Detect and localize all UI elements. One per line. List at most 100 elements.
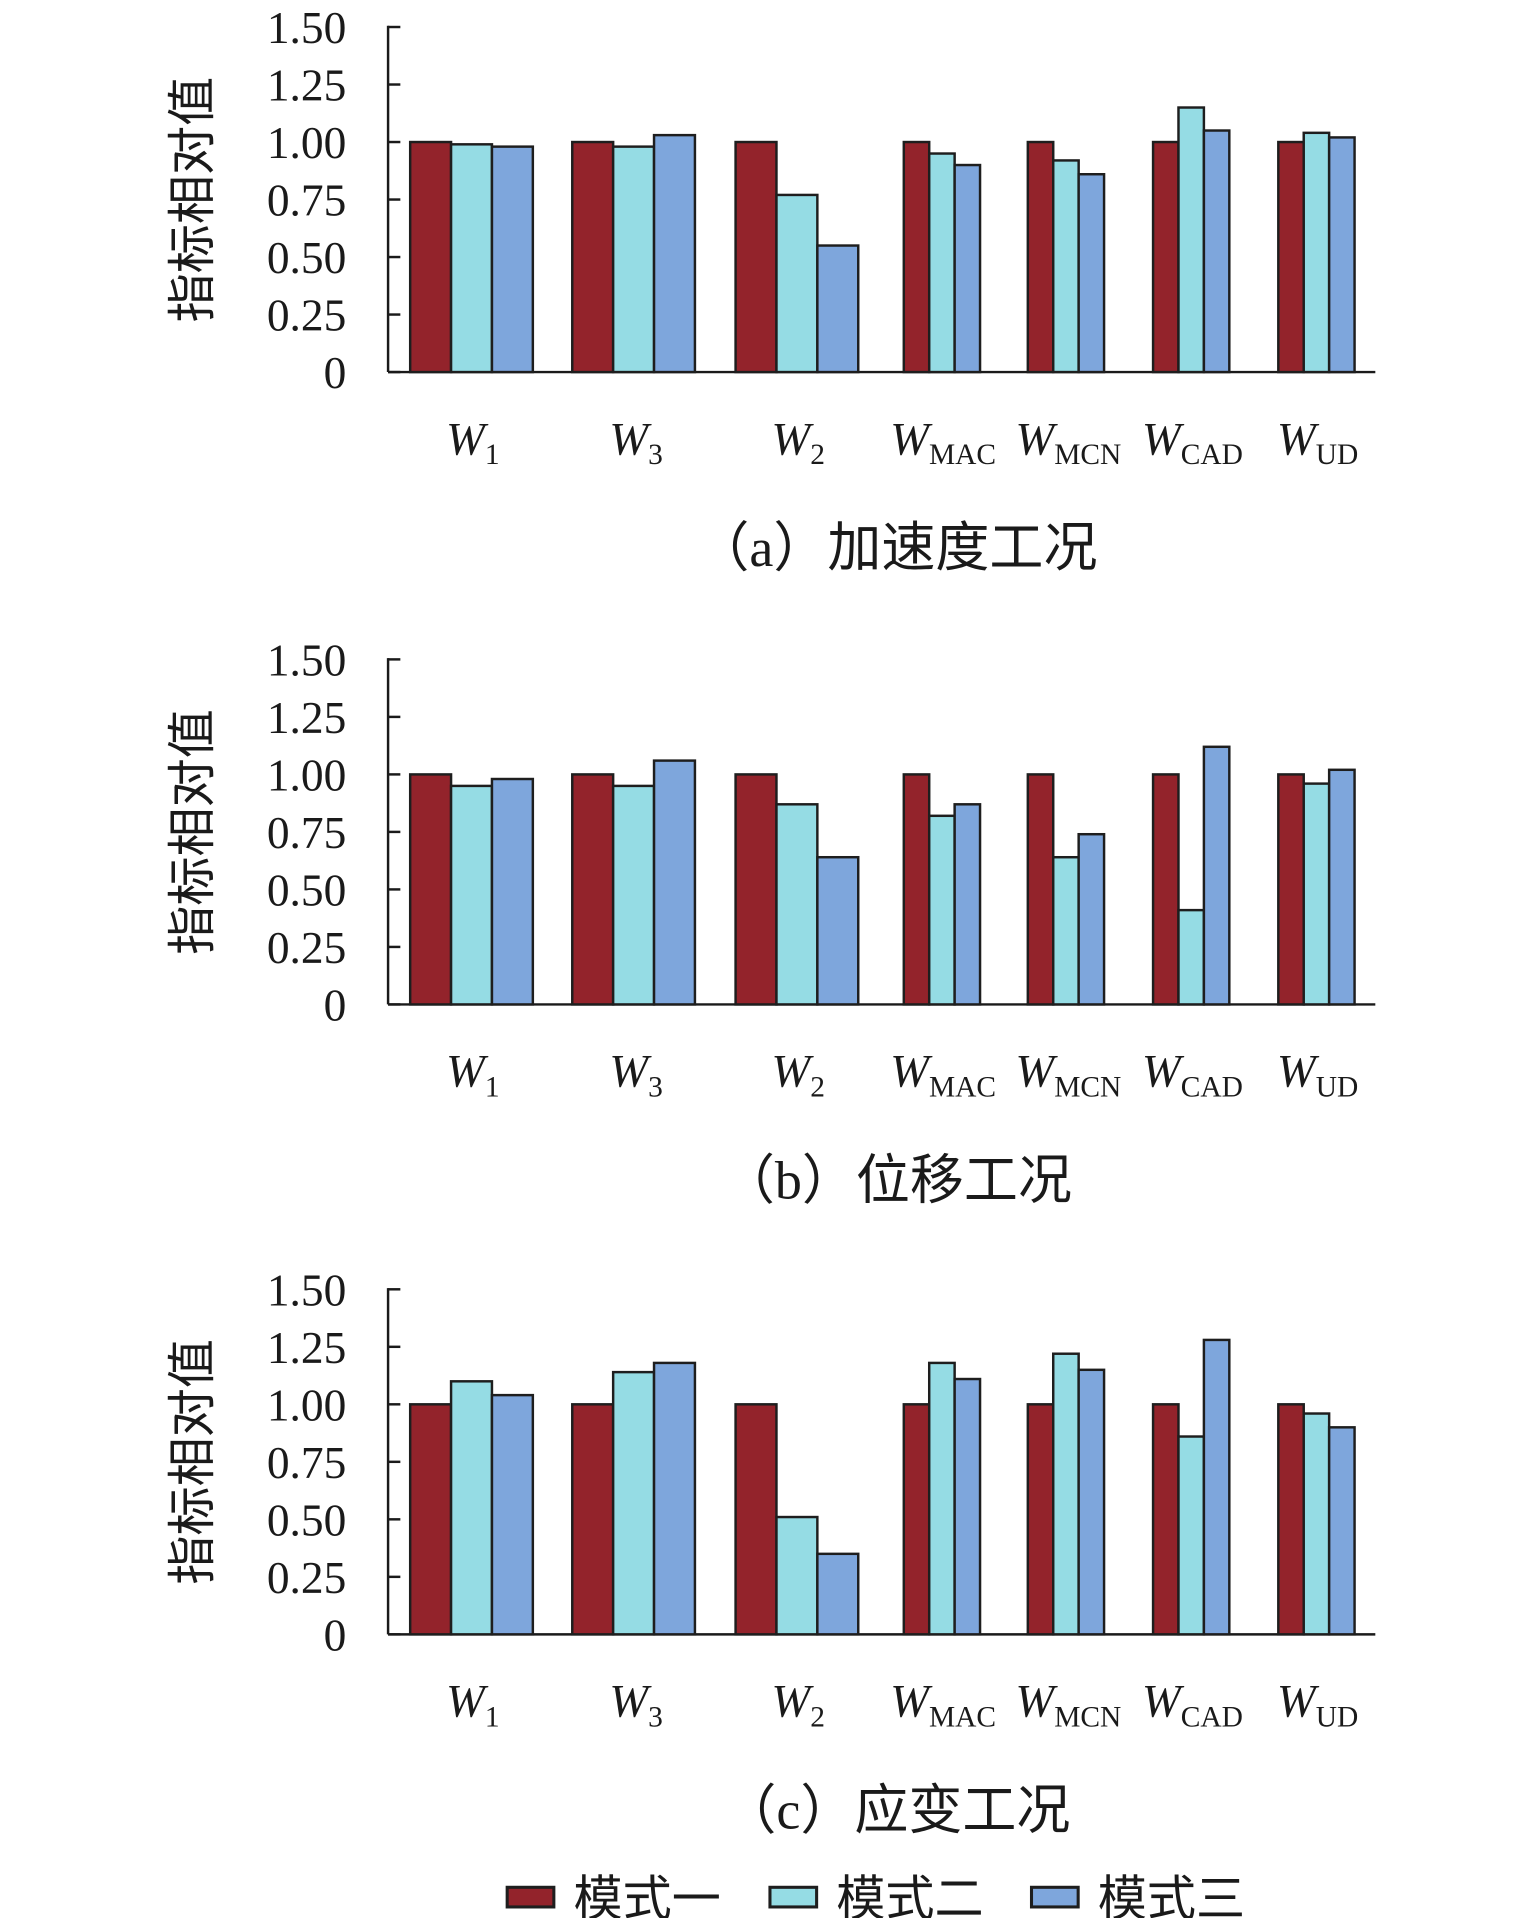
bar bbox=[902, 140, 931, 374]
y-tick-label: 0.75 bbox=[267, 808, 347, 858]
x-tick-label: WUD bbox=[1277, 1676, 1358, 1734]
x-tick-label: W3 bbox=[609, 413, 663, 471]
bar bbox=[490, 1393, 535, 1636]
x-tick-label-sub: 2 bbox=[810, 1701, 825, 1733]
x-tick-label: WMAC bbox=[890, 1046, 996, 1104]
bar bbox=[571, 140, 615, 374]
x-tick-label-sub: CAD bbox=[1181, 1701, 1243, 1733]
bar bbox=[652, 1361, 697, 1636]
x-tick-label-sub: MAC bbox=[929, 1701, 996, 1733]
bar bbox=[953, 1377, 982, 1636]
x-tick-label: W1 bbox=[446, 413, 500, 471]
y-tick-label: 0.50 bbox=[267, 1495, 347, 1545]
x-tick-label-main: W bbox=[890, 413, 933, 465]
bar bbox=[571, 1403, 615, 1636]
x-tick-label-sub: MCN bbox=[1054, 1701, 1121, 1733]
bar bbox=[611, 784, 656, 1006]
bar bbox=[1302, 782, 1331, 1006]
x-tick-label: W3 bbox=[609, 1046, 663, 1104]
x-tick-label-sub: MAC bbox=[929, 1072, 996, 1104]
x-tick-label-main: W bbox=[609, 1676, 652, 1728]
bar bbox=[652, 759, 697, 1006]
x-tick-label: W1 bbox=[446, 1676, 500, 1734]
y-tick-label: 1.25 bbox=[267, 1323, 347, 1373]
x-tick-label: WMAC bbox=[890, 1676, 996, 1734]
chart-title: （b）位移工况 bbox=[721, 1150, 1072, 1210]
y-axis-label: 指标相对值 bbox=[165, 709, 220, 955]
bar bbox=[449, 143, 494, 374]
y-tick-label: 0 bbox=[324, 348, 347, 398]
x-tick-label-main: W bbox=[1015, 1676, 1058, 1728]
legend-item: 模式一 bbox=[505, 1872, 721, 1918]
bar bbox=[652, 133, 697, 374]
x-tick-label: WCAD bbox=[1142, 1676, 1243, 1734]
chart-title: （a）加速度工况 bbox=[695, 518, 1097, 578]
y-tick-label: 0 bbox=[324, 980, 347, 1030]
bar bbox=[902, 773, 931, 1006]
x-tick-label-main: W bbox=[1015, 1046, 1058, 1098]
x-tick-label: W1 bbox=[446, 1046, 500, 1104]
x-tick-label-main: W bbox=[446, 413, 489, 465]
bar bbox=[408, 773, 453, 1006]
bar bbox=[571, 773, 615, 1006]
bar bbox=[953, 803, 982, 1006]
bar bbox=[1202, 745, 1231, 1006]
bar bbox=[902, 1403, 931, 1636]
x-tick-label-main: W bbox=[609, 413, 652, 465]
bar bbox=[408, 1403, 453, 1636]
bar bbox=[1277, 773, 1305, 1006]
bar bbox=[1327, 768, 1356, 1006]
bar bbox=[927, 152, 956, 374]
x-tick-label-sub: UD bbox=[1316, 1072, 1359, 1104]
y-tick-label: 0.50 bbox=[267, 233, 347, 283]
bar bbox=[1202, 1338, 1231, 1636]
y-tick-label: 1.00 bbox=[267, 750, 347, 800]
bar bbox=[1277, 140, 1305, 374]
x-tick-label-main: W bbox=[890, 1046, 933, 1098]
bar bbox=[734, 140, 778, 374]
bar bbox=[775, 1515, 819, 1636]
y-axis-label: 指标相对值 bbox=[165, 1339, 220, 1585]
y-tick-label: 1.00 bbox=[267, 1380, 347, 1430]
y-tick-label: 1.50 bbox=[267, 3, 347, 53]
bar bbox=[1151, 140, 1180, 374]
bar bbox=[1026, 140, 1055, 374]
bar bbox=[953, 163, 982, 374]
x-tick-label: WMCN bbox=[1015, 1046, 1121, 1104]
bar bbox=[1177, 908, 1206, 1006]
legend-swatch bbox=[768, 1885, 819, 1909]
x-tick-label-sub: 3 bbox=[648, 1701, 663, 1733]
x-tick-label-main: W bbox=[771, 1046, 814, 1098]
y-tick-label: 1.50 bbox=[267, 635, 347, 685]
x-tick-label-sub: CAD bbox=[1181, 439, 1243, 471]
y-tick-label: 0.25 bbox=[267, 1553, 347, 1603]
bar bbox=[1026, 773, 1055, 1006]
x-tick-label-main: W bbox=[1142, 1046, 1185, 1098]
legend-item: 模式二 bbox=[768, 1872, 984, 1918]
x-tick-label-sub: 1 bbox=[485, 1072, 500, 1104]
bar bbox=[490, 145, 535, 374]
bar bbox=[1052, 159, 1080, 374]
bar bbox=[1151, 773, 1180, 1006]
legend-swatch bbox=[1029, 1885, 1080, 1909]
x-tick-label-main: W bbox=[609, 1046, 652, 1098]
y-axis-label: 指标相对值 bbox=[165, 77, 220, 323]
x-tick-label-main: W bbox=[1277, 413, 1320, 465]
y-tick-label: 0.25 bbox=[267, 923, 347, 973]
bar bbox=[927, 1361, 956, 1636]
x-tick-label-sub: 2 bbox=[810, 439, 825, 471]
y-tick-label: 0.75 bbox=[267, 175, 347, 225]
bar bbox=[1077, 832, 1106, 1006]
x-tick-label-main: W bbox=[1142, 413, 1185, 465]
y-tick-label: 0.25 bbox=[267, 291, 347, 341]
bar bbox=[449, 1380, 494, 1636]
x-tick-label-main: W bbox=[446, 1046, 489, 1098]
y-tick-label: 0.75 bbox=[267, 1438, 347, 1488]
legend-label: 模式二 bbox=[836, 1872, 983, 1918]
bar bbox=[1026, 1403, 1055, 1636]
bar bbox=[1077, 1368, 1106, 1636]
x-tick-label-sub: MCN bbox=[1054, 439, 1121, 471]
